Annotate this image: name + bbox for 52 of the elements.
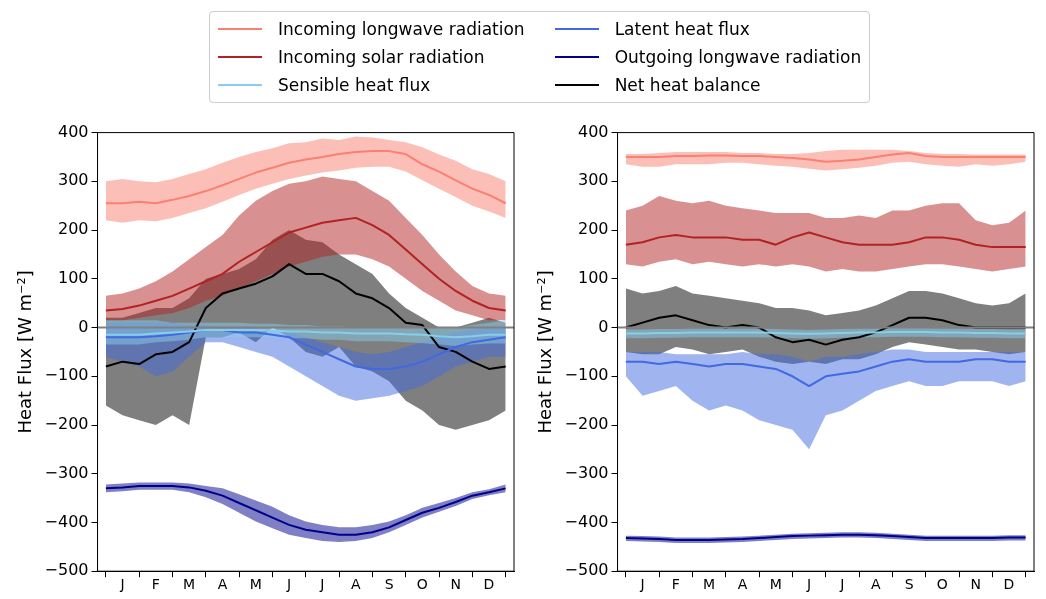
x-tick-label: J (806, 576, 812, 593)
y-tick-label: −400 (44, 511, 89, 531)
y-tick-label: −500 (564, 560, 609, 580)
legend-label: Net heat balance (614, 75, 761, 95)
x-tick-label: A (217, 576, 228, 593)
y-tick-label: 0 (598, 316, 609, 336)
legend-label: Latent heat flux (614, 19, 750, 39)
y-tick-label: 100 (578, 267, 609, 287)
y-tick-label: −300 (44, 462, 89, 482)
x-tick-label: D (1003, 576, 1015, 593)
x-tick-label: F (151, 576, 160, 593)
y-tick-label: 200 (578, 219, 609, 239)
x-tick-label: J (119, 576, 125, 593)
y-tick-label: 300 (58, 170, 89, 190)
y-tick-label: −200 (564, 414, 609, 434)
y-tick-label: 100 (58, 267, 89, 287)
y-tick-label: 400 (578, 121, 609, 141)
y-tick-label: −300 (564, 462, 609, 482)
x-tick-label: A (870, 576, 881, 593)
x-tick-label: M (703, 576, 716, 593)
y-tick-label: −100 (44, 365, 89, 385)
x-tick-label: O (416, 576, 428, 593)
legend-label: Sensible heat flux (278, 75, 431, 95)
y-axis-title: Heat Flux [W m⁻²] (534, 270, 556, 434)
x-tick-label: M (183, 576, 196, 593)
x-tick-label: M (249, 576, 262, 593)
x-tick-label: A (737, 576, 748, 593)
y-tick-label: 200 (58, 219, 89, 239)
y-tick-label: 400 (58, 121, 89, 141)
x-tick-label: J (319, 576, 325, 593)
x-tick-label: A (350, 576, 361, 593)
x-tick-label: S (904, 576, 914, 593)
x-tick-label: N (450, 576, 461, 593)
legend-label: Incoming longwave radiation (278, 19, 525, 39)
y-tick-label: −500 (44, 560, 89, 580)
y-tick-label: 0 (78, 316, 89, 336)
y-tick-label: −400 (564, 511, 609, 531)
x-tick-label: O (936, 576, 948, 593)
legend-label: Incoming solar radiation (278, 47, 485, 67)
legend-label: Outgoing longwave radiation (614, 47, 862, 67)
y-tick-label: 300 (578, 170, 609, 190)
x-tick-label: M (769, 576, 782, 593)
y-axis-title: Heat Flux [W m⁻²] (14, 270, 36, 434)
x-tick-label: D (483, 576, 495, 593)
y-tick-label: −100 (564, 365, 609, 385)
x-tick-label: J (286, 576, 292, 593)
x-tick-label: J (839, 576, 845, 593)
x-tick-label: N (970, 576, 981, 593)
x-tick-label: F (671, 576, 680, 593)
y-tick-label: −200 (44, 414, 89, 434)
x-tick-label: S (384, 576, 394, 593)
x-tick-label: J (639, 576, 645, 593)
